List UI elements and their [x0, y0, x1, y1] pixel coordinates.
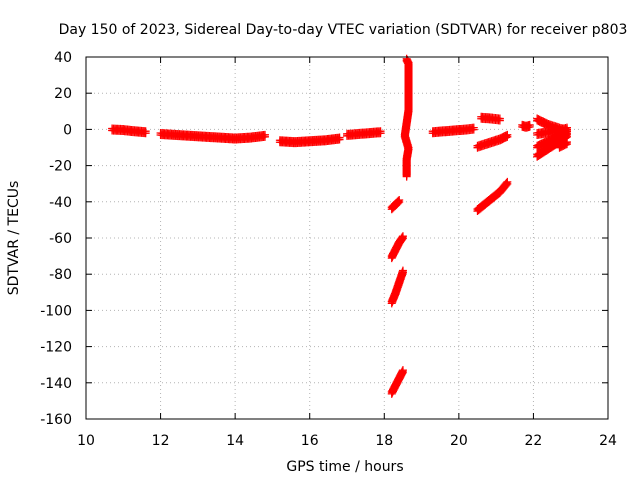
x-tick-label: 14 — [226, 433, 244, 449]
y-tick-label: 40 — [54, 50, 72, 66]
data-point — [525, 122, 534, 131]
series-band-e — [428, 123, 478, 138]
series-arc-4 — [387, 366, 407, 398]
x-tick-label: 20 — [450, 433, 468, 449]
series-rising-1 — [473, 130, 512, 152]
data-point — [141, 129, 150, 138]
series-band-c — [275, 133, 344, 148]
y-tick-label: 0 — [63, 122, 72, 138]
x-tick-label: 22 — [525, 433, 543, 449]
x-tick-label: 12 — [152, 433, 170, 449]
data-point — [562, 140, 571, 149]
data-point — [376, 129, 385, 138]
y-tick-label: -140 — [40, 376, 72, 392]
data-point — [398, 368, 407, 377]
data-point — [495, 116, 504, 125]
data-point — [398, 268, 407, 277]
series-fan-e — [555, 138, 571, 152]
y-tick-label: -80 — [49, 267, 72, 283]
chart-title: Day 150 of 2023, Sidereal Day-to-day VTE… — [59, 22, 628, 38]
data-point — [395, 197, 404, 206]
series-band-f — [477, 112, 504, 125]
x-axis-label: GPS time / hours — [286, 459, 403, 475]
data-point — [260, 132, 269, 141]
y-axis-label: SDTVAR / TECUs — [6, 181, 22, 296]
series-band-g — [518, 120, 534, 132]
data-point — [469, 125, 478, 134]
y-tick-label: -60 — [49, 231, 72, 247]
y-tick-label: -160 — [40, 412, 72, 428]
data-point — [402, 172, 411, 181]
series-scatter-1880 — [400, 54, 413, 181]
data-series — [108, 54, 571, 398]
series-arc-1 — [387, 195, 404, 214]
axis-ticks: 10 12 14 16 18 20 22 24 -160 -140 -120 -100 -80 -60 -4… — [40, 50, 617, 449]
series-arc-2 — [387, 232, 407, 263]
series-rising-2 — [473, 177, 512, 216]
series-band-b — [156, 129, 269, 144]
y-tick-label: -40 — [49, 195, 72, 211]
data-point — [335, 135, 344, 144]
x-tick-label: 16 — [301, 433, 319, 449]
data-point — [398, 234, 407, 243]
data-point — [503, 179, 512, 188]
y-tick-label: -20 — [49, 159, 72, 175]
x-tick-label: 18 — [375, 433, 393, 449]
y-tick-label: 20 — [54, 86, 72, 102]
data-point — [503, 132, 512, 141]
y-tick-label: -120 — [40, 340, 72, 356]
series-band-a — [108, 124, 150, 138]
series-band-d — [343, 127, 385, 140]
x-tick-label: 10 — [77, 433, 95, 449]
x-tick-label: 24 — [599, 433, 617, 449]
grid — [86, 57, 608, 419]
y-tick-label: -100 — [40, 303, 72, 319]
series-arc-3 — [387, 266, 407, 308]
